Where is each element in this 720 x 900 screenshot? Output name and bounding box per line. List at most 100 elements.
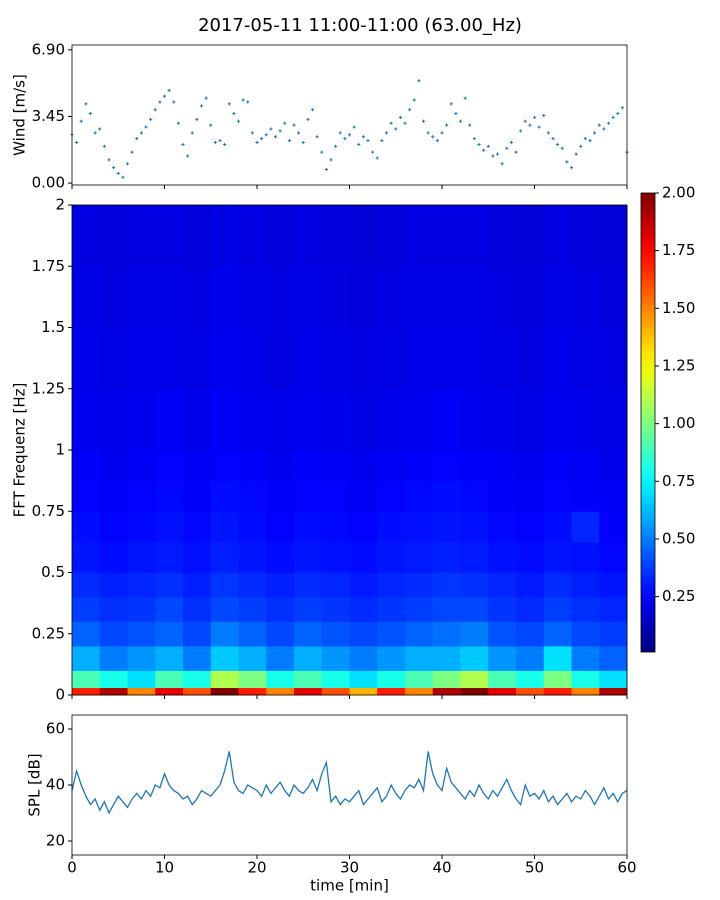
spectrogram-cell xyxy=(516,327,545,390)
spectrogram-cell xyxy=(349,266,378,328)
spectrogram-cell xyxy=(99,597,128,622)
spectrogram-cell xyxy=(155,670,184,689)
spectrogram-cell xyxy=(543,480,572,512)
spectrogram-cell xyxy=(405,541,434,573)
spectrogram-cell xyxy=(99,388,128,451)
wind-point xyxy=(246,100,250,104)
spectrogram-cell xyxy=(432,572,461,598)
spectrogram-cell xyxy=(460,205,489,267)
spectrogram-cell xyxy=(210,450,239,482)
spectrogram-cell xyxy=(599,670,628,689)
spectrogram-cell xyxy=(155,687,184,696)
spectrogram-cell xyxy=(599,541,628,573)
spectrogram-cell xyxy=(72,621,101,647)
spectrogram-cell xyxy=(321,621,350,647)
wind-point xyxy=(417,79,421,83)
wind-point xyxy=(357,142,361,147)
spectrogram-cell xyxy=(99,621,128,647)
wind-point xyxy=(380,138,384,143)
spectrogram-cell xyxy=(99,687,128,696)
spectrogram-cell xyxy=(266,205,295,267)
spectrogram-cell xyxy=(99,327,128,390)
spectrogram-cell xyxy=(349,572,378,598)
wind-point xyxy=(329,158,333,162)
wind-point xyxy=(167,88,171,92)
spectrogram-cell xyxy=(321,205,350,267)
spectrogram-cell xyxy=(377,266,406,328)
wind-point xyxy=(139,131,143,135)
spectrogram-cell xyxy=(405,480,434,512)
spectrogram-cell xyxy=(183,266,212,328)
wind-point xyxy=(334,144,338,148)
y-axis-label: FFT Frequenz [Hz] xyxy=(11,383,29,518)
spectrogram-cell xyxy=(432,597,461,622)
wind-point xyxy=(343,137,347,141)
spectrogram-cell xyxy=(127,205,156,267)
spectrogram-cell xyxy=(543,597,572,622)
y-tick-label: 6.90 xyxy=(32,40,65,58)
spectrogram-cell xyxy=(599,687,628,696)
wind-point xyxy=(306,117,310,121)
wind-point xyxy=(84,102,88,106)
spectrogram-cell xyxy=(488,388,517,451)
spectrogram-cell xyxy=(238,541,267,573)
wind-point xyxy=(260,137,264,141)
spectrogram-cell xyxy=(266,266,295,328)
spectrogram-cell xyxy=(377,597,406,622)
wind-point xyxy=(162,94,167,98)
wind-point xyxy=(458,119,463,123)
wind-point xyxy=(593,131,597,135)
spectrogram-cell xyxy=(516,597,545,622)
spectrogram-cell xyxy=(516,541,545,573)
spectrogram-cell xyxy=(155,388,184,451)
spectrogram-cell xyxy=(155,480,184,512)
spectrogram-cell xyxy=(516,450,545,482)
spectrogram-cell xyxy=(99,646,128,671)
wind-point xyxy=(199,104,204,108)
spectrogram-cell xyxy=(99,450,128,482)
y-tick-label: 1.75 xyxy=(32,257,65,275)
spectrogram-cell xyxy=(238,670,267,689)
spectrogram-cell xyxy=(460,687,489,696)
wind-point xyxy=(546,131,550,135)
wind-point xyxy=(477,142,481,147)
spectrogram-cell xyxy=(488,450,517,482)
wind-point xyxy=(588,138,592,143)
wind-point xyxy=(361,135,365,139)
x-tick-label: 40 xyxy=(432,859,451,877)
spectrogram-cell xyxy=(183,621,212,647)
y-tick-label: 2 xyxy=(55,196,65,214)
wind-point xyxy=(583,137,587,141)
wind-point xyxy=(532,115,537,120)
spectrogram-cell xyxy=(488,572,517,598)
wind-point xyxy=(542,113,546,118)
y-tick-label: 0.5 xyxy=(41,563,65,581)
spectrogram-cell xyxy=(432,646,461,671)
spectrogram-cell xyxy=(377,327,406,390)
spectrogram-cell xyxy=(238,511,267,543)
spectrogram-cell xyxy=(99,572,128,598)
spectrogram-cell xyxy=(294,687,323,696)
spectrogram-cell xyxy=(238,450,267,482)
spectrogram-cell xyxy=(460,541,489,573)
spectrogram-cell xyxy=(488,621,517,647)
spectrogram-cell xyxy=(377,687,406,696)
spectrogram-cell xyxy=(266,597,295,622)
spectrogram-cell xyxy=(72,541,101,573)
spectrogram-cell xyxy=(321,450,350,482)
spectrogram-cell xyxy=(294,597,323,622)
spectrogram-cell xyxy=(294,511,323,543)
y-tick-label: 20 xyxy=(46,832,65,850)
wind-point xyxy=(440,131,444,135)
spectrogram-cell xyxy=(210,597,239,622)
wind-point xyxy=(250,131,254,135)
spectrogram-cell xyxy=(405,327,434,390)
spectrogram-cell xyxy=(543,511,572,543)
wind-point xyxy=(606,121,611,125)
spectrogram-cell xyxy=(321,388,350,451)
y-axis-label: SPL [dB] xyxy=(26,753,44,816)
spectrogram-cell xyxy=(127,450,156,482)
wind-point xyxy=(551,137,555,141)
spectrogram-cell xyxy=(571,597,600,622)
spectrogram-cell xyxy=(488,687,517,696)
